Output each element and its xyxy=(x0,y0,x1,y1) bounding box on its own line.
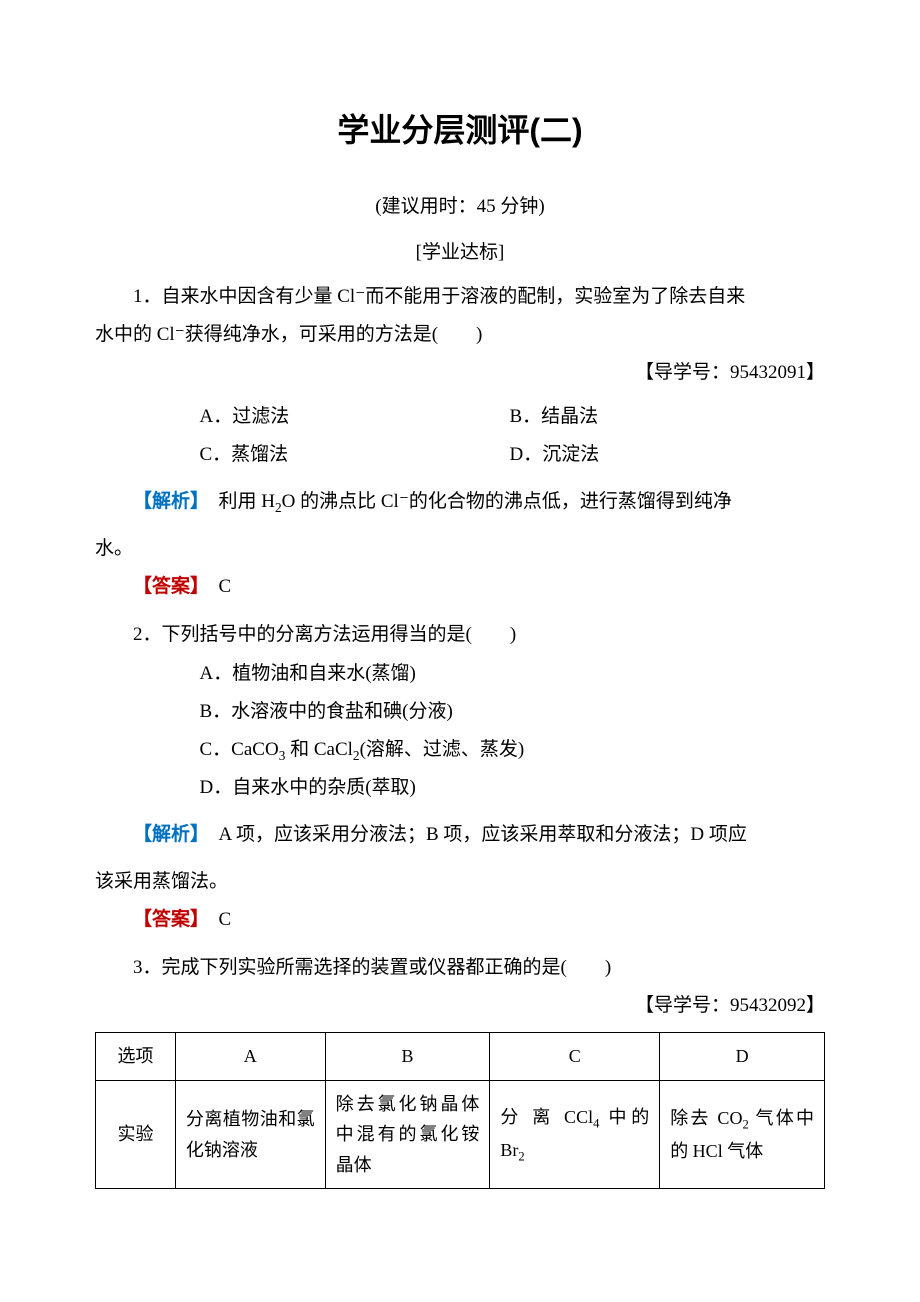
page-title: 学业分层测评(二) xyxy=(95,100,825,161)
analysis-label: 【解析】 xyxy=(133,491,200,512)
q1-answer-value: C xyxy=(200,576,232,597)
table-header-a: A xyxy=(175,1033,325,1081)
q2-option-d: D．自来水中的杂质(萃取) xyxy=(95,770,825,806)
q1-analysis-text-p2: O 的沸点比 Cl⁻的化合物的沸点低，进行蒸馏得到纯净 xyxy=(282,491,732,512)
q1-option-d: D．沉淀法 xyxy=(510,437,600,473)
q2-answer-value: C xyxy=(200,909,232,930)
q2-answer: 【答案】 C xyxy=(95,902,825,938)
table-row: 实验 分离植物油和氯化钠溶液 除去氯化钠晶体中混有的氯化铵晶体 分 离 CCl4… xyxy=(96,1080,825,1189)
q3-guide-number: 【导学号：95432092】 xyxy=(95,988,825,1024)
q1-option-c: C．蒸馏法 xyxy=(200,437,510,473)
q1-options-row2: C．蒸馏法 D．沉淀法 xyxy=(95,437,825,473)
q2-optc-post: (溶解、过滤、蒸发) xyxy=(360,739,525,760)
q2-option-c: C．CaCO3 和 CaCl2(溶解、过滤、蒸发) xyxy=(95,732,825,768)
q2-analysis: 【解析】 A 项，应该采用分液法；B 项，应该采用萃取和分液法；D 项应 xyxy=(95,814,825,856)
q1-text-line2: 水中的 Cl⁻获得纯净水，可采用的方法是( ) xyxy=(95,317,825,353)
table-header-row: 选项 A B C D xyxy=(96,1033,825,1081)
table-cell-a: 分离植物油和氯化钠溶液 xyxy=(175,1080,325,1189)
q3-text: 3．完成下列实验所需选择的装置或仪器都正确的是( ) xyxy=(95,950,825,986)
q2-option-a: A．植物油和自来水(蒸馏) xyxy=(95,656,825,692)
table-cell-b: 除去氯化钠晶体中混有的氯化铵晶体 xyxy=(325,1080,490,1189)
q2-analysis-text: A 项，应该采用分液法；B 项，应该采用萃取和分液法；D 项应 xyxy=(200,824,747,845)
table-header-c: C xyxy=(490,1033,660,1081)
time-suggestion: (建议用时：45 分钟) xyxy=(95,189,825,225)
q1-option-a: A．过滤法 xyxy=(200,399,510,435)
table-header-b: B xyxy=(325,1033,490,1081)
subscript-2: 2 xyxy=(518,1149,524,1163)
q2-text: 2．下列括号中的分离方法运用得当的是( ) xyxy=(95,617,825,653)
q2-analysis-cont: 该采用蒸馏法。 xyxy=(95,864,825,900)
q1-analysis-cont: 水。 xyxy=(95,531,825,567)
cell-d-pre: 除去 CO xyxy=(670,1108,742,1128)
q1-option-b: B．结晶法 xyxy=(510,399,599,435)
table-cell-c: 分 离 CCl4 中的 Br2 xyxy=(490,1080,660,1189)
section-label: [学业达标] xyxy=(95,235,825,271)
table-row-label: 实验 xyxy=(96,1080,176,1189)
table-header-option: 选项 xyxy=(96,1033,176,1081)
q1-analysis-text-p1: 利用 H xyxy=(200,491,275,512)
q1-guide-number: 【导学号：95432091】 xyxy=(95,355,825,391)
answer-label: 【答案】 xyxy=(133,909,200,930)
q1-text-line1: 1．自来水中因含有少量 Cl⁻而不能用于溶液的配制，实验室为了除去自来 xyxy=(95,279,825,315)
table-header-d: D xyxy=(660,1033,825,1081)
subscript-2: 2 xyxy=(353,748,360,763)
q2-optc-mid: 和 CaCl xyxy=(285,739,353,760)
answer-label: 【答案】 xyxy=(133,576,200,597)
q3-table: 选项 A B C D 实验 分离植物油和氯化钠溶液 除去氯化钠晶体中混有的氯化铵… xyxy=(95,1032,825,1189)
q2-option-b: B．水溶液中的食盐和碘(分液) xyxy=(95,694,825,730)
table-cell-d: 除去 CO2 气体中的 HCl 气体 xyxy=(660,1080,825,1189)
analysis-label: 【解析】 xyxy=(133,824,200,845)
cell-c-pre: 分 离 CCl xyxy=(500,1107,593,1127)
q1-options-row1: A．过滤法 B．结晶法 xyxy=(95,399,825,435)
q1-answer: 【答案】 C xyxy=(95,569,825,605)
q1-analysis: 【解析】 利用 H2O 的沸点比 Cl⁻的化合物的沸点低，进行蒸馏得到纯净 xyxy=(95,481,825,523)
q2-optc-pre: C．CaCO xyxy=(200,739,279,760)
subscript-2: 2 xyxy=(275,500,282,515)
